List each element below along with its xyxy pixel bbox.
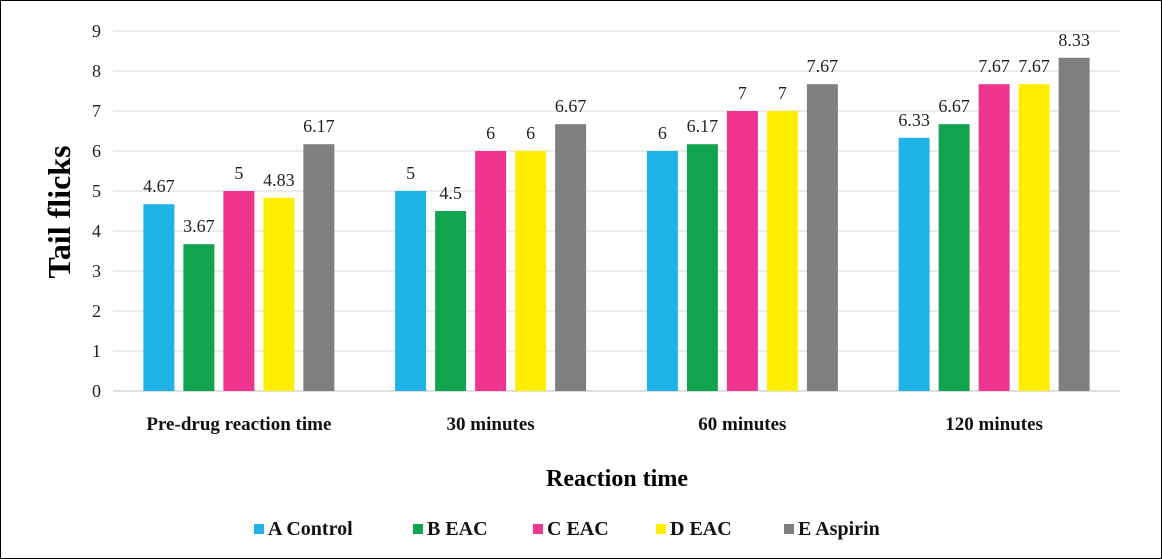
bar (395, 191, 427, 391)
bar (223, 191, 255, 391)
bar (898, 137, 930, 391)
legend-label: C EAC (547, 518, 609, 540)
bars (143, 57, 1090, 392)
data-label: 7.67 (807, 56, 839, 76)
data-labels: 4.67 3.67 5 4.83 6.17 5 4.5 6 6 6.67 6 6.17 7 7 7.67 6.… (143, 30, 1090, 236)
y-tick-label: 1 (92, 341, 101, 361)
legend-swatch (533, 524, 543, 534)
data-label: 6 (658, 123, 667, 143)
y-tick-label: 2 (92, 301, 101, 321)
data-label: 8.33 (1058, 30, 1090, 50)
legend-label: A Control (268, 518, 353, 540)
data-label: 6.67 (938, 96, 970, 116)
y-tick-label: 5 (92, 181, 101, 201)
bar (555, 124, 587, 391)
data-label: 6.17 (687, 116, 719, 136)
bar (183, 244, 215, 391)
legend-label: E Aspirin (798, 518, 880, 540)
bar (726, 111, 758, 391)
legend-swatch (784, 524, 794, 534)
y-axis-label: Tail flicks (41, 145, 77, 278)
y-tick-labels: 0 1 2 3 4 5 6 7 8 9 (92, 21, 101, 401)
data-label: 6.67 (555, 96, 587, 116)
category-label: 60 minutes (698, 414, 786, 435)
legend-label: B EAC (427, 518, 488, 540)
x-axis-label: Reaction time (546, 466, 688, 492)
bar (766, 111, 798, 391)
bar (515, 151, 547, 391)
data-label: 6 (526, 123, 535, 143)
bar (938, 124, 970, 391)
bar (263, 197, 295, 391)
category-label: 30 minutes (447, 414, 535, 435)
data-label: 5 (234, 163, 243, 183)
bar (475, 151, 507, 391)
data-label: 5 (406, 163, 415, 183)
bar (806, 84, 838, 391)
y-tick-label: 8 (92, 61, 101, 81)
bar (143, 204, 175, 391)
bar (1058, 57, 1090, 392)
y-tick-label: 7 (92, 101, 101, 121)
data-label: 3.67 (183, 216, 215, 236)
legend-swatch (254, 524, 264, 534)
data-label: 7 (738, 83, 747, 103)
bar (686, 144, 718, 391)
y-tick-label: 9 (92, 21, 101, 41)
legend-swatch (413, 524, 423, 534)
y-tick-label: 6 (92, 141, 101, 161)
data-label: 6.33 (898, 110, 930, 130)
category-labels: Pre-drug reaction time 30 minutes 60 minut… (146, 414, 1043, 435)
y-tick-label: 4 (92, 221, 101, 241)
bar (435, 211, 467, 391)
legend-swatch (656, 524, 666, 534)
legend: A Control B EAC C EAC D EAC E Aspirin (254, 518, 880, 540)
data-label: 7.67 (1018, 56, 1050, 76)
data-label: 4.67 (143, 176, 175, 196)
category-label: Pre-drug reaction time (146, 414, 331, 435)
bar (646, 151, 678, 391)
data-label: 7 (778, 83, 787, 103)
bar (303, 144, 335, 391)
category-label: 120 minutes (945, 414, 1043, 435)
bar (978, 84, 1010, 391)
data-label: 6.17 (303, 116, 335, 136)
data-label: 4.83 (263, 170, 295, 190)
y-tick-label: 3 (92, 261, 101, 281)
bar (1018, 84, 1050, 391)
data-label: 6 (486, 123, 495, 143)
data-label: 7.67 (978, 56, 1010, 76)
legend-label: D EAC (670, 518, 732, 540)
data-label: 4.5 (439, 183, 462, 203)
y-tick-label: 0 (92, 381, 101, 401)
